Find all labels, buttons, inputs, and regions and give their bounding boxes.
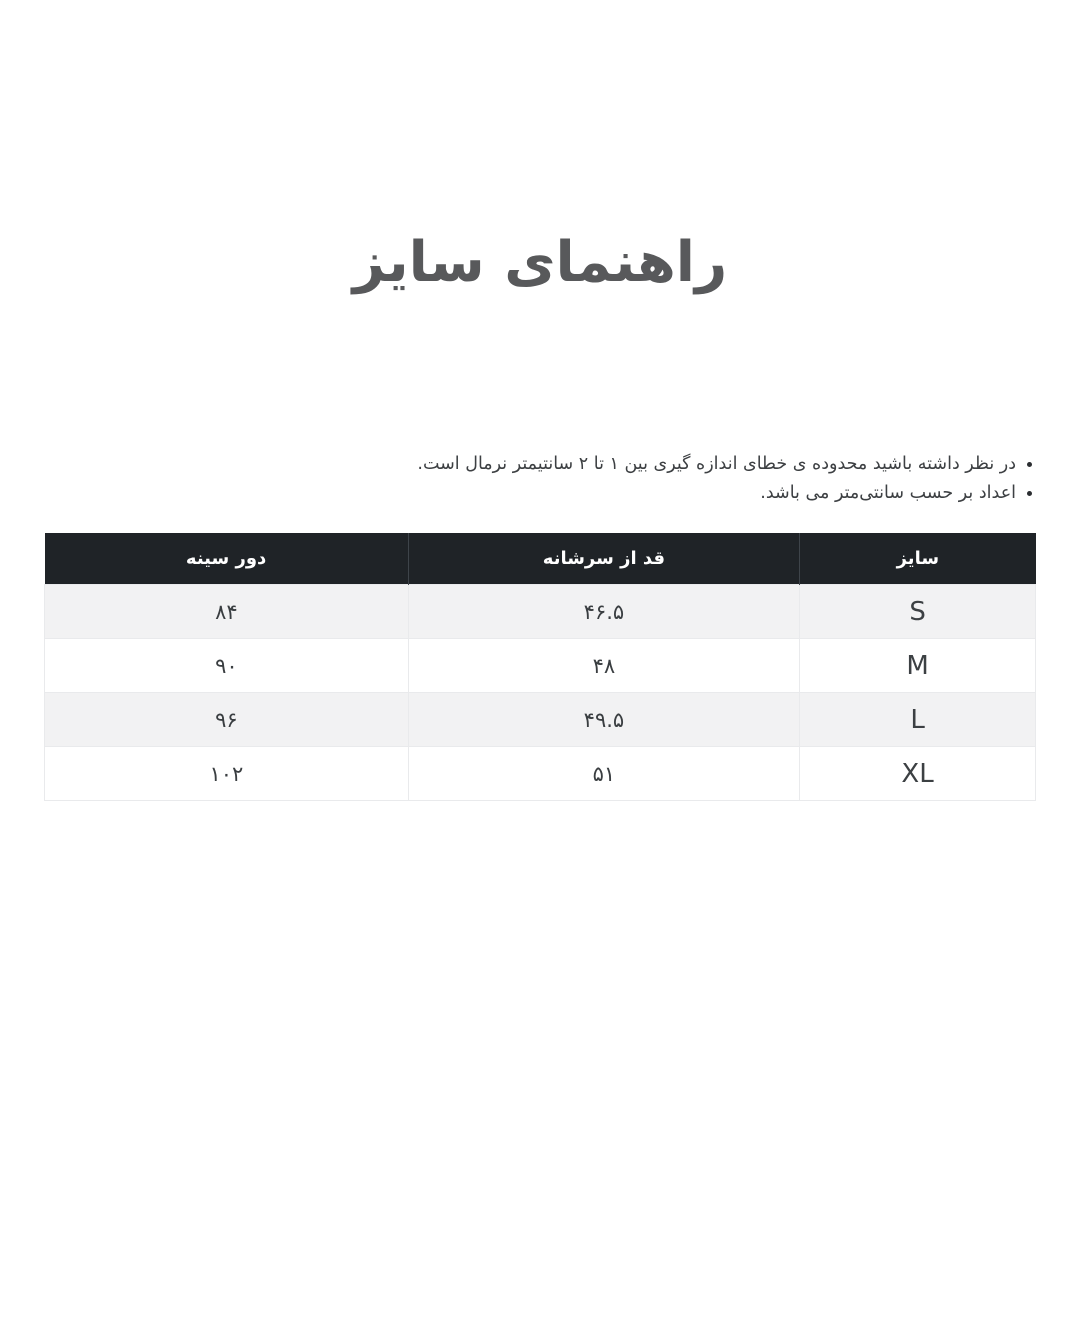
size-cell: S [799,584,1036,639]
notes-list: در نظر داشته باشید محدوده ی خطای اندازه … [44,298,1036,508]
chest-cell: ۹۰ [44,638,409,693]
page-title: راهنمای سایز [352,230,728,295]
size-table-header: سایز قد از سرشانه دور سینه [44,533,1036,585]
chest-cell: ۸۴ [44,584,409,639]
header-row: سایز قد از سرشانه دور سینه [44,533,1036,585]
size-cell: M [799,638,1036,693]
chest-cell: ۹۶ [44,692,409,747]
shoulder-length-cell: ۵۱ [407,746,801,801]
chest-cell: ۱۰۲ [44,746,409,801]
table-row-s: S ۴۶.۵ ۸۴ [44,584,1036,639]
size-cell: L [799,692,1036,747]
shoulder-length-cell: ۴۶.۵ [407,584,801,639]
table-row-xl: XL ۵۱ ۱۰۲ [44,746,1036,801]
size-guide-page: راهنمای سایز در نظر داشته باشید محدوده ی… [0,0,1080,801]
note-units-centimeters: اعداد بر حسب سانتی‌متر می باشد. [44,479,1016,508]
size-table: سایز قد از سرشانه دور سینه S ۴۶.۵ ۸۴ M ۴… [44,533,1036,801]
note-measurement-tolerance: در نظر داشته باشید محدوده ی خطای اندازه … [44,450,1016,479]
column-header-size: سایز [799,533,1036,585]
table-row-l: L ۴۹.۵ ۹۶ [44,692,1036,747]
shoulder-length-cell: ۴۹.۵ [407,692,801,747]
shoulder-length-cell: ۴۸ [407,638,801,693]
table-row-m: M ۴۸ ۹۰ [44,638,1036,693]
column-header-shoulder-length: قد از سرشانه [408,533,801,585]
size-table-body: S ۴۶.۵ ۸۴ M ۴۸ ۹۰ L ۴۹.۵ ۹۶ XL ۵۱ ۱۰۲ [44,584,1036,801]
column-header-chest: دور سینه [44,533,409,585]
size-cell: XL [799,746,1036,801]
